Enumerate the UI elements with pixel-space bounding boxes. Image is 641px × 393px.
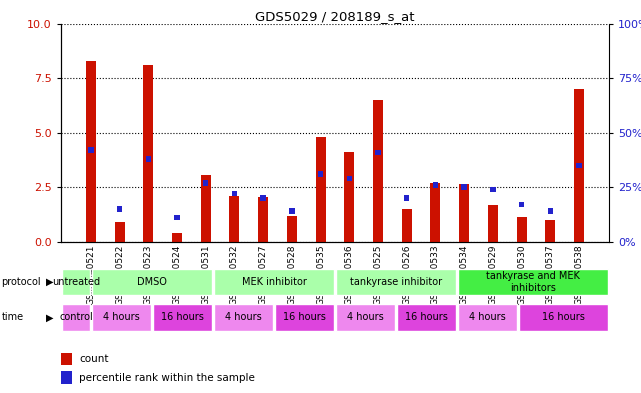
Bar [115, 222, 124, 242]
Text: MEK inhibitor: MEK inhibitor [242, 277, 306, 287]
Text: 4 hours: 4 hours [469, 312, 506, 322]
Text: control: control [59, 312, 93, 322]
Text: 16 hours: 16 hours [162, 312, 204, 322]
Bar [336, 304, 395, 331]
Bar [62, 269, 90, 295]
Text: 16 hours: 16 hours [542, 312, 585, 322]
Bar [203, 180, 208, 185]
Text: GDS5029 / 208189_s_at: GDS5029 / 208189_s_at [255, 10, 415, 23]
Text: count: count [79, 354, 109, 364]
Bar [430, 183, 440, 242]
Bar [86, 61, 96, 242]
Bar [576, 163, 582, 168]
Bar [153, 304, 212, 331]
Bar [117, 206, 122, 212]
Text: ▶: ▶ [46, 312, 54, 322]
Text: tankyrase and MEK
inhibitors: tankyrase and MEK inhibitors [486, 271, 579, 293]
Text: untreated: untreated [52, 277, 100, 287]
Text: tankyrase inhibitor: tankyrase inhibitor [350, 277, 442, 287]
Bar [62, 304, 90, 331]
Bar [433, 182, 438, 188]
Bar [488, 205, 498, 242]
Bar [315, 137, 326, 242]
Bar [547, 208, 553, 214]
Bar [201, 175, 211, 242]
Bar [458, 304, 517, 331]
Bar [517, 217, 527, 242]
Bar [214, 304, 273, 331]
Text: time: time [1, 312, 24, 322]
Bar [344, 152, 354, 242]
Bar [404, 195, 410, 201]
Bar [287, 215, 297, 242]
Bar [172, 233, 182, 242]
Bar [402, 209, 412, 242]
Bar [462, 184, 467, 190]
Bar [92, 269, 212, 295]
Bar [373, 100, 383, 242]
Bar [336, 269, 456, 295]
Bar [260, 195, 266, 201]
Bar [459, 184, 469, 242]
Bar [231, 191, 237, 196]
Bar [146, 156, 151, 162]
Text: 16 hours: 16 hours [405, 312, 447, 322]
Bar [375, 150, 381, 155]
Bar [519, 202, 524, 208]
Bar [289, 208, 295, 214]
Text: protocol: protocol [1, 277, 41, 287]
Text: ▶: ▶ [46, 277, 54, 287]
Bar [347, 176, 352, 181]
Bar [88, 147, 94, 153]
Bar [61, 371, 72, 384]
Text: 4 hours: 4 hours [225, 312, 262, 322]
Bar [92, 304, 151, 331]
Bar [275, 304, 334, 331]
Bar [229, 196, 240, 242]
Bar [258, 197, 268, 242]
Bar [490, 187, 495, 192]
Bar [574, 89, 584, 242]
Bar [61, 353, 72, 365]
Bar [214, 269, 334, 295]
Text: DMSO: DMSO [137, 277, 167, 287]
Text: 16 hours: 16 hours [283, 312, 326, 322]
Bar [545, 220, 555, 242]
Text: percentile rank within the sample: percentile rank within the sample [79, 373, 255, 383]
Bar [143, 65, 153, 242]
Text: 4 hours: 4 hours [103, 312, 140, 322]
Bar [397, 304, 456, 331]
Text: 4 hours: 4 hours [347, 312, 384, 322]
Bar [519, 304, 608, 331]
Bar [458, 269, 608, 295]
Bar [174, 215, 179, 220]
Bar [318, 171, 323, 177]
